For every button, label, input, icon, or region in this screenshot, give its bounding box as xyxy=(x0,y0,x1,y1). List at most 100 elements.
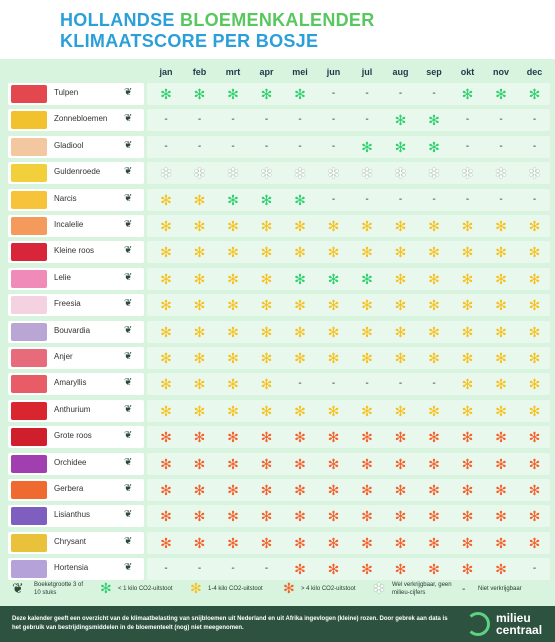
flower-score-icon: ✻ xyxy=(461,297,474,314)
flower-score-icon: ✻ xyxy=(227,86,239,102)
flower-name: Gladiool xyxy=(54,140,84,150)
flower-score-icon: ✻ xyxy=(361,482,373,498)
flower-score-icon: ✻ xyxy=(294,270,306,287)
not-available-dash: - xyxy=(365,88,369,99)
flower-score-icon: ✻ xyxy=(461,482,474,498)
flower-score-icon: ✻ xyxy=(327,297,340,314)
flower-score-icon: ✻ xyxy=(294,350,306,366)
legend: ❦ Boeketgrootte 3 of 10 stuks ✻ < 1 kilo… xyxy=(0,578,555,606)
flower-score-icon: ✻ xyxy=(160,165,172,182)
legend-yellow: 1-4 kilo CO2-uitstoot xyxy=(208,586,263,592)
flower-score-icon: ✻ xyxy=(361,270,373,287)
flower-score-icon: ✻ xyxy=(461,350,474,366)
flower-photo xyxy=(11,322,47,341)
month-header: aug xyxy=(392,67,409,77)
flower-score-icon: ✻ xyxy=(394,508,407,525)
flower-score-icon: ✻ xyxy=(260,350,273,366)
not-available-dash: - xyxy=(398,378,403,390)
flower-score-icon: ✻ xyxy=(327,561,340,578)
flower-score-icon: ✻ xyxy=(461,270,474,287)
flower-row: Hortensia ❦ - - - - ✻ ✻ ✻ ✻ ✻ ✻ ✻ - xyxy=(8,558,550,581)
month-track: ✻ ✻ ✻ ✻ ✻ ✻ ✻ ✻ ✻ ✻ ✻ ✻ xyxy=(147,399,550,422)
flower-score-icon: ✻ xyxy=(227,270,239,287)
flower-score-icon: ✻ xyxy=(160,244,172,261)
flower-score-icon: ✻ xyxy=(227,297,239,314)
flower-row: Bouvardia ❦ ✻ ✻ ✻ ✻ ✻ ✻ ✻ ✻ ✻ ✻ ✻ ✻ xyxy=(8,320,550,343)
month-track: ✻ ✻ ✻ ✻ ✻ ✻ ✻ ✻ ✻ ✻ ✻ ✻ xyxy=(147,479,550,501)
flower-score-icon: ✻ xyxy=(227,323,239,340)
flower-score-icon: ✻ xyxy=(193,534,206,551)
flower-score-icon: ✻ xyxy=(495,323,507,340)
not-available-dash: - xyxy=(499,114,503,126)
flower-score-icon: ✻ xyxy=(428,218,440,234)
bouquet-size-icon: ❦ xyxy=(124,377,133,389)
flower-score-icon: ✻ xyxy=(428,455,440,472)
flower-photo xyxy=(11,401,47,420)
flower-score-icon: ✻ xyxy=(495,350,507,366)
flower-photo xyxy=(11,349,47,367)
month-header: jul xyxy=(361,67,373,77)
flower-photo xyxy=(11,428,47,447)
flower-score-icon: ✻ xyxy=(227,429,239,446)
flower-score-icon: ✻ xyxy=(160,455,172,472)
flower-score-icon: ✻ xyxy=(227,455,239,472)
flower-score-icon: ✻ xyxy=(528,508,541,525)
not-available-dash: - xyxy=(365,193,369,205)
flower-score-icon: ✻ xyxy=(361,297,373,314)
flower-score-icon: ✻ xyxy=(394,402,407,419)
not-available-dash: - xyxy=(499,193,503,205)
flower-score-icon: ✻ xyxy=(327,482,340,498)
flower-score-icon: ✻ xyxy=(160,270,172,287)
flower-score-icon: ✻ xyxy=(394,270,407,287)
flower-score-icon: ✻ xyxy=(294,561,306,578)
flower-score-icon: ✻ xyxy=(528,429,541,446)
flower-score-icon: ✻ xyxy=(327,402,340,419)
month-track: ✻ ✻ ✻ ✻ ✻ ✻ ✻ ✻ ✻ ✻ ✻ ✻ xyxy=(147,162,550,185)
not-available-dash: - xyxy=(231,114,235,126)
flower-score-icon: ✻ xyxy=(160,218,172,234)
flower-score-icon: ✻ xyxy=(461,165,474,182)
flower-row: Anjer ❦ ✻ ✻ ✻ ✻ ✻ ✻ ✻ ✻ ✻ ✻ ✻ ✻ xyxy=(8,347,550,369)
page-title: HOLLANDSE BLOEMENKALENDER KLIMAATSCORE P… xyxy=(60,10,375,52)
flower-name: Freesia xyxy=(54,299,81,309)
bouquet-size-icon: ❦ xyxy=(124,324,133,336)
footer: Deze kalender geeft een overzicht van de… xyxy=(0,606,555,642)
flower-row: Kleine roos ❦ ✻ ✻ ✻ ✻ ✻ ✻ ✻ ✻ ✻ ✻ ✻ ✻ xyxy=(8,241,550,264)
not-available-dash: - xyxy=(432,193,436,205)
flower-score-icon: ✻ xyxy=(260,270,273,287)
flower-name: Bouvardia xyxy=(54,325,91,335)
flower-name: Incalelie xyxy=(54,220,84,229)
title-part-1: HOLLANDSE xyxy=(60,10,175,30)
flower-photo xyxy=(11,375,47,394)
flower-label-box: Guldenroede ❦ xyxy=(8,162,144,185)
flower-score-icon: ✻ xyxy=(528,244,541,261)
flower-label-box: Hortensia ❦ xyxy=(8,558,144,581)
flower-score-icon: ✻ xyxy=(193,402,206,419)
flower-score-icon: ✻ xyxy=(193,429,206,446)
flower-score-icon: ✻ xyxy=(461,534,474,551)
flower-name: Lelie xyxy=(54,272,71,282)
bouquet-size-icon: ❦ xyxy=(124,113,133,125)
flower-score-icon: ✻ xyxy=(260,482,273,498)
flower-score-icon: ✻ xyxy=(294,402,306,419)
not-available-dash: - xyxy=(465,114,470,126)
flower-score-icon: ✻ xyxy=(193,482,206,498)
flower-photo xyxy=(11,85,47,103)
not-available-dash: - xyxy=(197,140,202,152)
flower-score-icon: ✻ xyxy=(394,112,407,129)
flower-score-icon: ✻ xyxy=(260,508,273,525)
flower-name: Orchidee xyxy=(54,457,87,467)
month-header: dec xyxy=(526,67,543,77)
not-available-dash: - xyxy=(331,114,336,126)
flower-score-icon: ✻ xyxy=(495,244,507,261)
flower-name: Narcis xyxy=(54,193,77,203)
flower-score-icon: ✻ xyxy=(227,508,239,525)
month-track: ✻ ✻ ✻ ✻ ✻ ✻ ✻ ✻ ✻ ✻ ✻ ✻ xyxy=(147,531,550,554)
flower-score-icon: ✻ xyxy=(260,402,273,419)
flower-name: Gerbera xyxy=(54,484,84,493)
flower-score-icon: ✻ xyxy=(227,376,239,393)
month-track: ✻ ✻ ✻ ✻ ✻ - - - - ✻ ✻ ✻ xyxy=(147,83,550,105)
flower-label-box: Lelie ❦ xyxy=(8,267,144,290)
flower-score-icon: ✻ xyxy=(260,323,273,340)
flower-score-icon: ✻ xyxy=(260,244,273,261)
